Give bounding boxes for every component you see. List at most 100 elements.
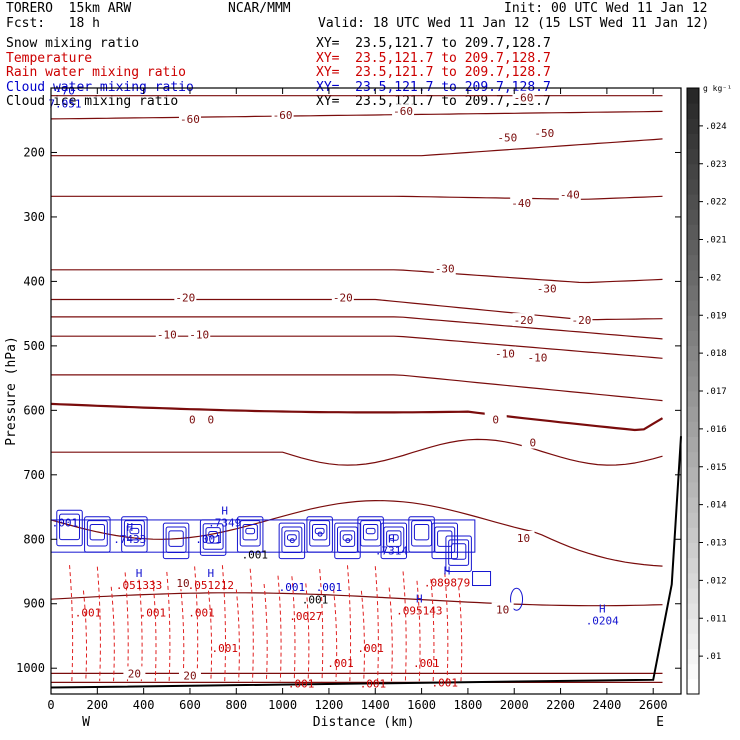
colorbar-swatch [687,451,699,468]
contour-value-label: .001 [413,657,440,670]
y-tick-label: 200 [23,145,45,159]
rain-contour [235,589,240,682]
colorbar-swatch [687,315,699,331]
rain-max-value: .095143 [396,605,442,618]
plot-frame [50,87,682,695]
rain-contour [305,583,310,682]
isotherm-label-bg [510,195,533,209]
contour-value-label: .001 [188,607,215,620]
isotherm-label-bg [521,435,544,449]
x-axis-label: Distance (km) [313,715,415,730]
isotherm-label-bg [570,313,593,327]
isotherm-label-bg [512,90,535,104]
cloud-water-contour [450,543,467,560]
colorbar-swatch [687,209,699,225]
contour-value-label: .001 [288,678,315,691]
isotherm-line [51,438,663,466]
cloud-water-contour [168,530,184,547]
y-tick-label: 500 [23,339,45,353]
colorbar-swatch [687,360,699,377]
y-tick-label: 300 [23,210,45,224]
isotherm-label-bg [491,602,514,616]
rain-contour [346,565,352,682]
cloud-water-contour [380,522,408,560]
rain-max-value: .089879 [424,576,470,589]
y-tick-label: 900 [23,597,45,611]
isotherm-label-bg [433,261,456,275]
colorbar-swatch [687,178,699,195]
rain-high-marker: H [208,567,215,580]
colorbar-tick-label: .024 [705,122,727,132]
field-xy-range: XY= 23.5,121.7 to 209.7,128.7 [316,79,551,95]
isotherm-line [51,374,663,402]
colorbar-swatch [687,224,699,240]
isotherm-label-bg [123,666,146,680]
cloud-water-max-value: .7349 [208,517,241,530]
contour-value-label: .001 [432,676,459,689]
isotherm-label-bg [199,412,222,426]
cloud-water-contour [311,523,328,541]
cloud-water-contour [314,527,325,535]
colorbar-swatch [687,497,699,513]
cloud-water-contour [289,538,295,544]
field-xy-range: XY= 23.5,121.7 to 209.7,128.7 [316,36,551,51]
colorbar-swatch [687,239,699,256]
isotherm-label-bg [496,130,519,144]
isotherm-label-bg [535,281,558,295]
cloud-water-high-marker: H [126,521,133,534]
isotherm-label: -10 [527,351,547,364]
cloud-water-contour [365,527,376,535]
isotherm-line [51,269,663,284]
rain-contour [263,583,268,682]
x-axis-left-end: W [82,715,90,730]
rain-high-marker: H [444,564,451,577]
rain-contour [96,566,101,682]
isotherm-label: -20 [333,292,353,305]
contour-value-label: .001 [360,678,387,691]
isotherm-label: -10 [189,328,209,341]
y-axis-label: Pressure (hPa) [4,336,19,446]
overlap-label: -70 [55,84,75,97]
colorbar-swatch [687,678,699,695]
isotherm-label: 10 [517,532,530,545]
contour-value-label: .001 [211,642,238,655]
colorbar: .024 .023 .022 .021 .02 .019 .018 .017 .016 .015.… [686,84,732,695]
cloud-water-contour [208,531,219,538]
contour-value-label: .001 [52,516,79,529]
field-name: Cloud water mixing ratio [6,79,194,95]
x-tick-label: 2600 [639,698,668,712]
colorbar-swatch [687,633,699,650]
cloud-water-contour [342,534,353,541]
field-name: Snow mixing ratio [6,36,140,51]
cloud-water-max-value: .7314 [375,544,408,557]
cloud-water-contour [510,587,524,611]
colorbar-swatch [687,88,699,104]
colorbar-swatch [687,133,699,150]
colorbar-swatch [687,103,699,119]
contour-value-label: .001 [140,607,167,620]
cloud-water-contour [205,527,221,544]
model-title: TORERO 15km ARW [6,1,132,16]
colorbar-swatch [687,512,699,528]
isotherm-label-bg [271,108,294,122]
x-tick-label: 800 [225,698,247,712]
cloud-water-contour [339,530,356,547]
cloud-water-high-marker: H [221,505,228,518]
rain-contour [416,580,421,682]
colorbar-swatch [687,663,699,680]
x-tick-label: 600 [179,698,201,712]
isotherm-label: -60 [273,109,293,122]
valid-time: Valid: 18 UTC Wed 11 Jan 12 (15 LST Wed … [318,16,710,31]
rain-max-value: .051212 [188,579,234,592]
rain-contour [82,590,88,682]
cloud-water-contour [309,520,331,547]
y-tick-label: 600 [23,403,45,417]
rain-contour [221,565,226,682]
isotherm-line [50,110,663,120]
rain-contour [152,580,157,682]
isotherm-label: -30 [435,263,455,276]
overlap-label: .001 [302,594,329,607]
colorbar-tick-label: .019 [705,311,727,321]
rain-contour [180,587,185,682]
isotherm-line [51,138,663,157]
